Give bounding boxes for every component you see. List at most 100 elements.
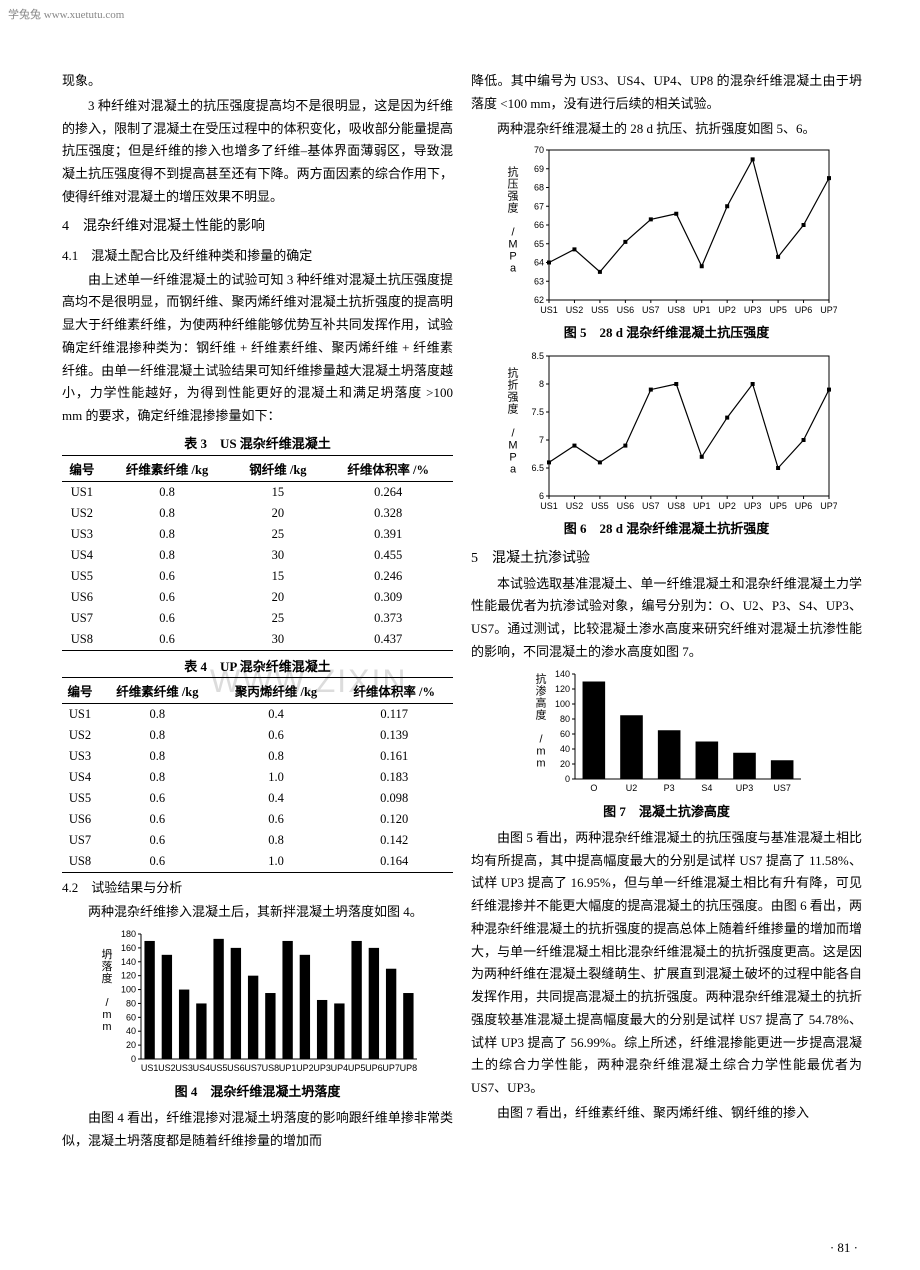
table-cell: 0.8: [98, 767, 217, 788]
figure-4-caption: 图 4 混杂纤维混凝土坍落度: [62, 1083, 453, 1101]
table-cell: 30: [232, 545, 323, 566]
svg-text:US5: US5: [209, 1063, 227, 1073]
svg-text:0: 0: [564, 774, 569, 784]
svg-text:65: 65: [533, 239, 543, 249]
table-cell: 15: [232, 566, 323, 587]
table-4-title: 表 4 UP 混杂纤维混凝土: [62, 657, 453, 678]
para: 两种混杂纤维混凝土的 28 d 抗压、抗折强度如图 5、6。: [471, 118, 862, 141]
svg-text:US8: US8: [667, 501, 685, 511]
table-cell: 0.391: [323, 524, 453, 545]
table-row: US70.60.80.142: [62, 830, 453, 851]
svg-text:0: 0: [130, 1054, 135, 1064]
svg-text:UP6: UP6: [794, 305, 812, 315]
table-cell: 0.6: [98, 851, 217, 873]
svg-text:US4: US4: [192, 1063, 210, 1073]
svg-text:P: P: [509, 452, 516, 464]
table-cell: 0.142: [335, 830, 453, 851]
table-col-header: 编号: [62, 678, 98, 704]
svg-text:UP6: UP6: [794, 501, 812, 511]
table-row: US30.80.80.161: [62, 746, 453, 767]
table-cell: 0.8: [217, 746, 336, 767]
svg-text:/: /: [105, 997, 109, 1009]
svg-text:6: 6: [538, 491, 543, 501]
table-cell: US8: [62, 851, 98, 873]
table-cell: 20: [232, 503, 323, 524]
section-5-head: 5 混凝土抗渗试验: [471, 545, 862, 573]
table-row: US40.8300.455: [62, 545, 453, 566]
svg-text:强: 强: [507, 191, 518, 203]
table-cell: 0.6: [102, 587, 233, 608]
para: 两种混杂纤维掺入混凝土后，其新拌混凝土坍落度如图 4。: [62, 901, 453, 924]
svg-text:UP7: UP7: [820, 305, 837, 315]
table-col-header: 纤维素纤维 /kg: [98, 678, 217, 704]
svg-text:/: /: [539, 733, 543, 745]
table-cell: 25: [232, 524, 323, 545]
table-cell: 0.373: [323, 608, 453, 629]
svg-text:US7: US7: [244, 1063, 262, 1073]
svg-text:UP3: UP3: [735, 783, 753, 793]
svg-text:抗: 抗: [507, 366, 518, 380]
svg-text:180: 180: [120, 929, 135, 939]
figure-5-caption: 图 5 28 d 混杂纤维混凝土抗压强度: [471, 324, 862, 342]
section-4-head: 4 混杂纤维对混凝土性能的影响: [62, 213, 453, 241]
svg-text:US6: US6: [227, 1063, 245, 1073]
svg-text:/: /: [511, 428, 515, 440]
svg-text:UP2: UP2: [718, 305, 736, 315]
table-row: US80.61.00.164: [62, 851, 453, 873]
svg-text:US8: US8: [261, 1063, 279, 1073]
svg-text:a: a: [509, 263, 516, 275]
table-cell: 25: [232, 608, 323, 629]
figure-5-chart: 626364656667686970抗压强度 /MPaUS1US2US5US6U…: [497, 142, 837, 322]
svg-text:UP2: UP2: [718, 501, 736, 511]
svg-text:UP4: UP4: [330, 1063, 348, 1073]
table-row: US30.8250.391: [62, 524, 453, 545]
svg-text:高: 高: [535, 695, 546, 709]
table-cell: 0.8: [217, 830, 336, 851]
svg-text:80: 80: [125, 999, 135, 1009]
table-row: US80.6300.437: [62, 629, 453, 651]
svg-text:6.5: 6.5: [531, 463, 544, 473]
svg-text:UP7: UP7: [820, 501, 837, 511]
table-cell: 0.139: [335, 725, 453, 746]
svg-text:M: M: [508, 440, 517, 452]
svg-text:UP8: UP8: [399, 1063, 417, 1073]
right-column: 降低。其中编号为 US3、US4、UP4、UP8 的混杂纤维混凝土由于坍落度 <…: [471, 70, 862, 1155]
svg-text:8.5: 8.5: [531, 351, 544, 361]
svg-text:折: 折: [507, 378, 518, 392]
svg-text:69: 69: [533, 164, 543, 174]
svg-text:62: 62: [533, 295, 543, 305]
svg-text:UP5: UP5: [769, 305, 787, 315]
table-cell: US2: [62, 725, 98, 746]
svg-text:US6: US6: [616, 501, 634, 511]
svg-text:US2: US2: [158, 1063, 176, 1073]
table-cell: 15: [232, 481, 323, 503]
table-cell: US4: [62, 767, 98, 788]
svg-text:US6: US6: [616, 305, 634, 315]
svg-text:O: O: [590, 783, 597, 793]
svg-text:UP6: UP6: [365, 1063, 383, 1073]
table-cell: US4: [62, 545, 102, 566]
table-cell: US3: [62, 746, 98, 767]
para: 降低。其中编号为 US3、US4、UP4、UP8 的混杂纤维混凝土由于坍落度 <…: [471, 70, 862, 116]
table-cell: 0.4: [217, 788, 336, 809]
svg-text:US5: US5: [591, 305, 609, 315]
table-cell: US6: [62, 809, 98, 830]
figure-7-chart: 020406080100120140抗渗高度 /mmOU2P3S4UP3US7: [527, 666, 807, 801]
svg-text:US7: US7: [773, 783, 791, 793]
table-cell: US6: [62, 587, 102, 608]
svg-text:坍: 坍: [101, 947, 112, 961]
svg-text:m: m: [536, 757, 545, 769]
svg-text:UP1: UP1: [692, 501, 710, 511]
svg-text:US7: US7: [642, 305, 660, 315]
svg-text:UP1: UP1: [692, 305, 710, 315]
svg-text:渗: 渗: [535, 683, 546, 697]
table-cell: 0.183: [335, 767, 453, 788]
svg-text:66: 66: [533, 220, 543, 230]
table-cell: 0.6: [98, 809, 217, 830]
table-cell: 1.0: [217, 767, 336, 788]
svg-text:m: m: [102, 1021, 111, 1033]
table-cell: 0.309: [323, 587, 453, 608]
table-cell: 0.6: [102, 608, 233, 629]
figure-7-caption: 图 7 混凝土抗渗高度: [471, 803, 862, 821]
table-cell: 0.6: [98, 788, 217, 809]
